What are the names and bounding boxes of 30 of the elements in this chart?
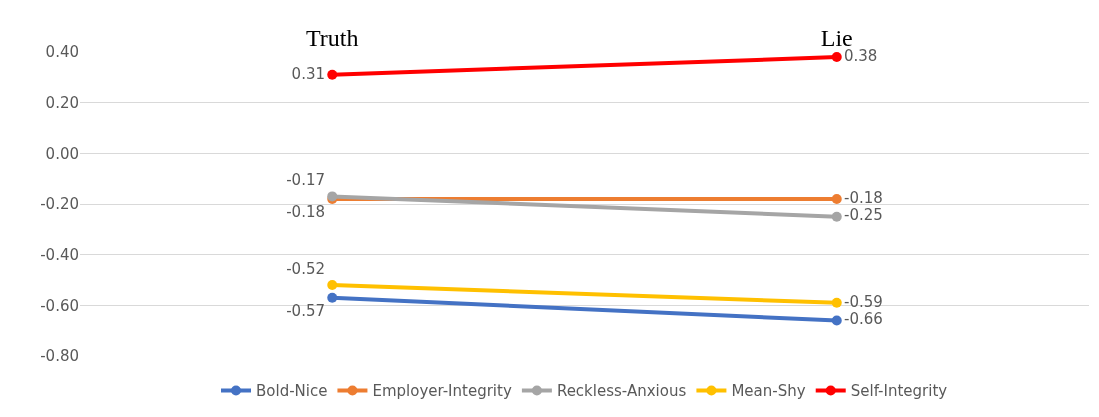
data-label: -0.18 — [286, 203, 325, 222]
legend-label: Self-Integrity — [850, 382, 948, 401]
point — [831, 193, 842, 204]
point — [831, 297, 842, 308]
data-label: -0.17 — [286, 171, 325, 190]
point — [831, 211, 842, 222]
point — [831, 52, 842, 63]
legend-label: Mean-Shy — [731, 382, 806, 401]
point — [327, 280, 338, 291]
x-tick-label: Truth — [306, 25, 359, 52]
y-tick-label: -0.40 — [40, 245, 79, 264]
y-tick-label: -0.80 — [40, 347, 79, 366]
legend-label: Reckless-Anxious — [556, 382, 687, 401]
data-label: -0.25 — [844, 206, 883, 225]
y-tick-label: 0.40 — [45, 43, 79, 62]
point — [831, 315, 842, 326]
legend-label: Bold-Nice — [256, 382, 328, 401]
y-tick-label: 0.00 — [45, 144, 79, 163]
y-tick-label: 0.20 — [45, 93, 79, 112]
data-label: -0.66 — [844, 310, 883, 329]
data-label: -0.59 — [844, 292, 883, 311]
y-tick-label: -0.60 — [40, 296, 79, 315]
point — [327, 69, 338, 80]
data-label: -0.18 — [844, 188, 883, 207]
data-label: -0.57 — [286, 302, 325, 321]
point — [327, 292, 338, 303]
legend-label: Employer-Integrity — [372, 382, 512, 401]
data-label: -0.52 — [286, 260, 325, 279]
y-tick-label: -0.20 — [40, 195, 79, 214]
data-label: 0.31 — [291, 64, 325, 83]
